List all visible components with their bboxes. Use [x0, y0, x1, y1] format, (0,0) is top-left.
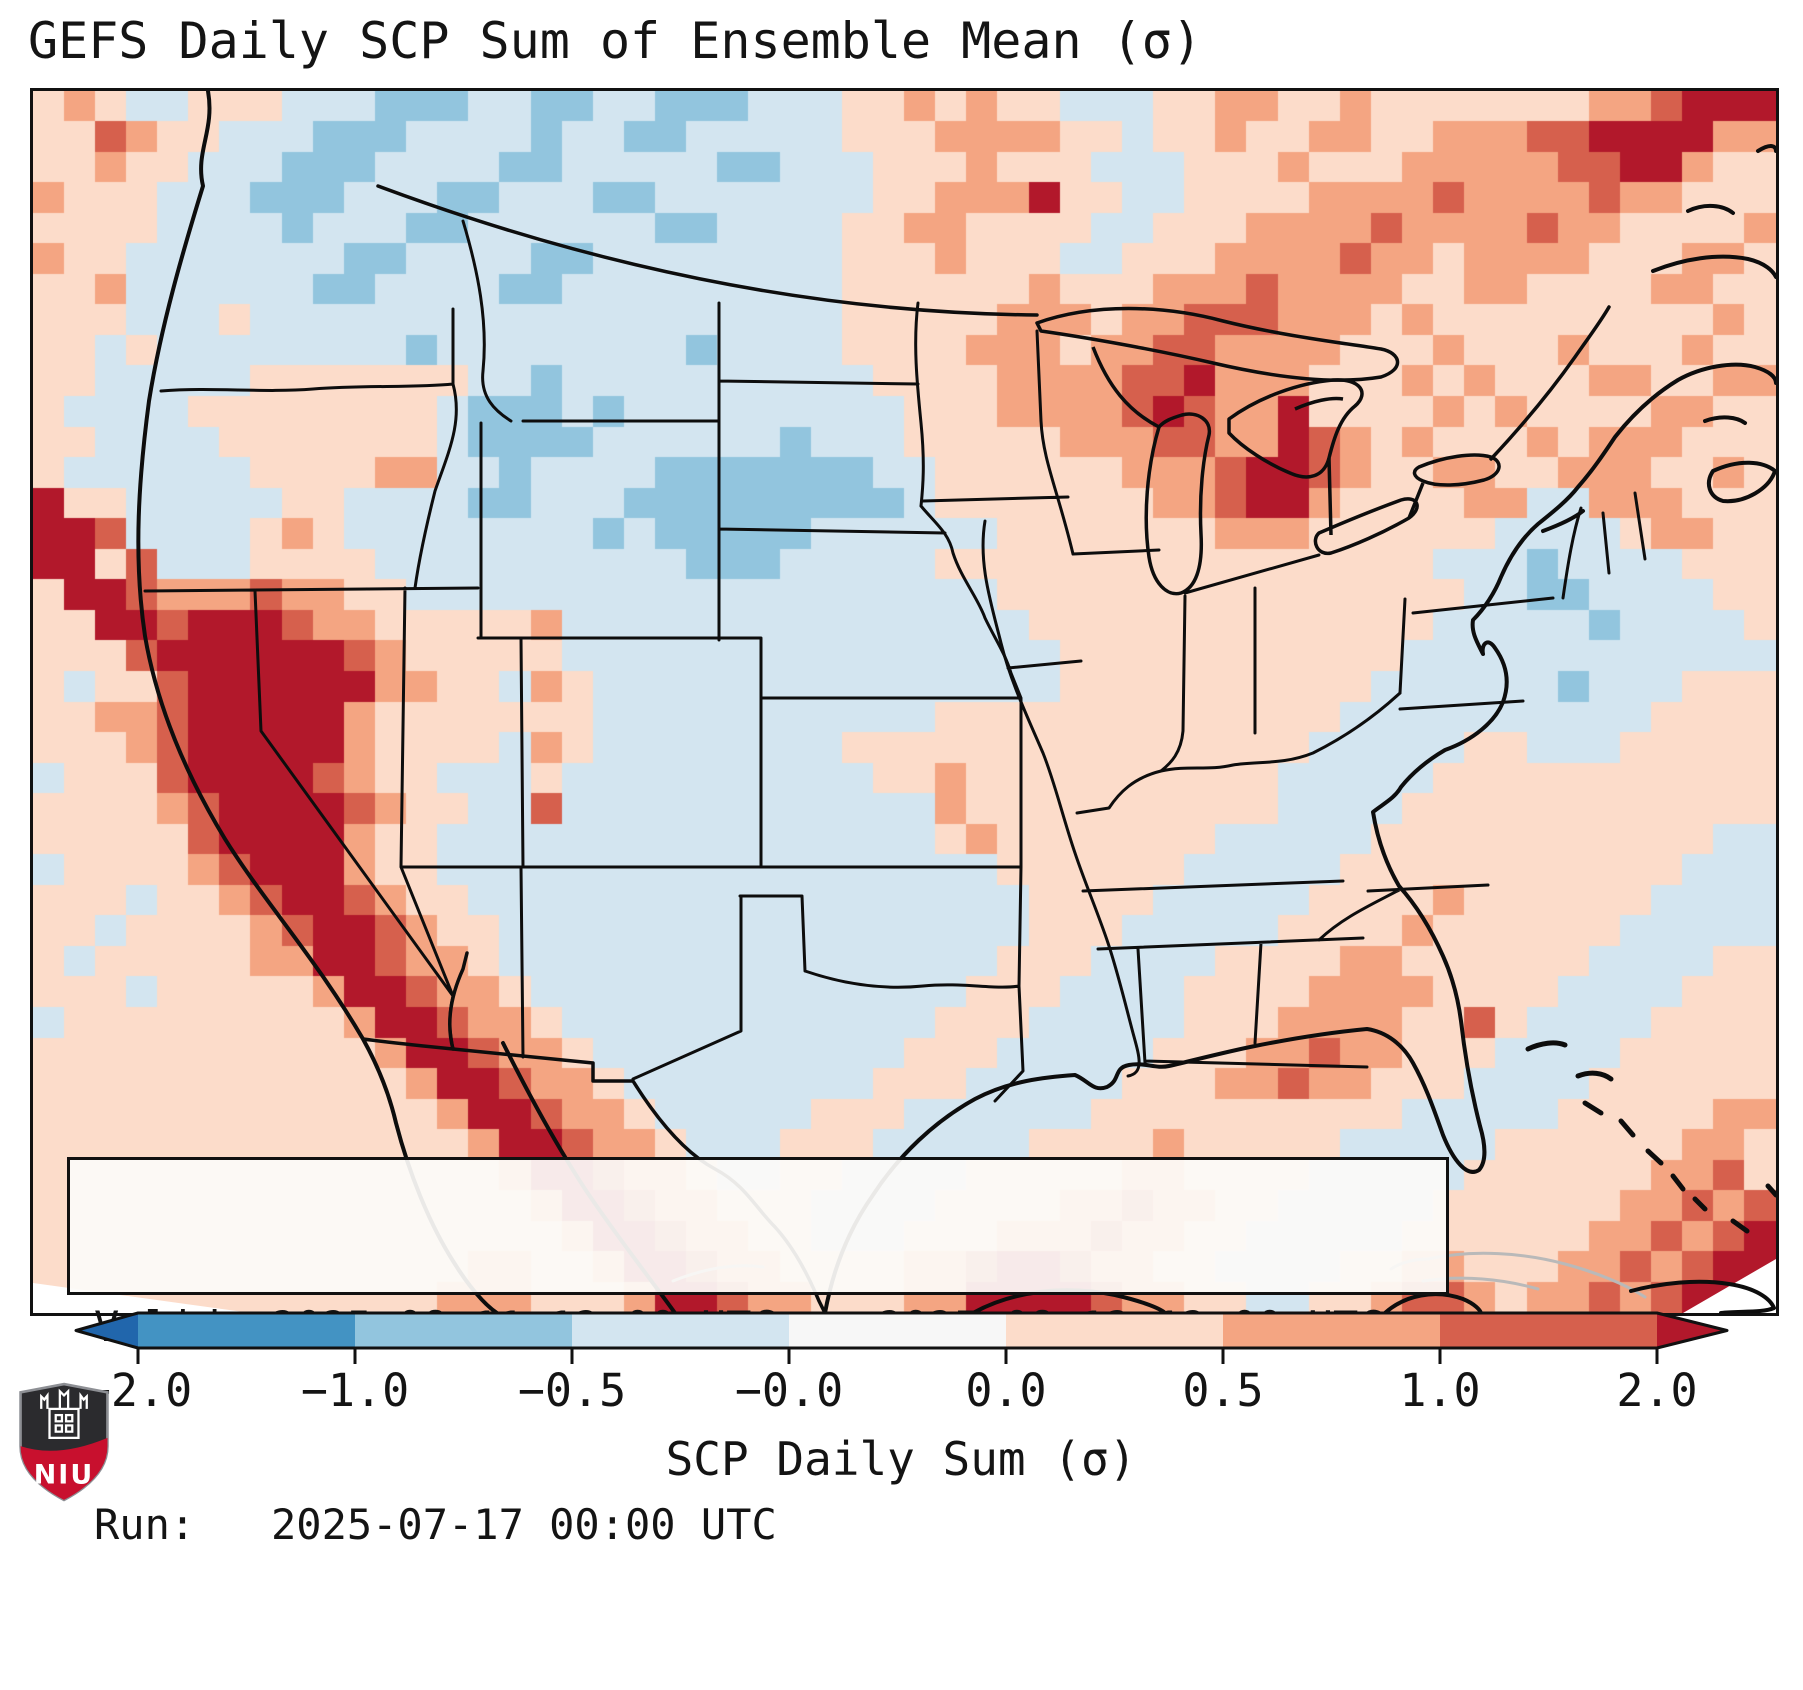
bahamas-islands	[1525, 1040, 1776, 1234]
cbar-tick-neg05: −0.5	[517, 1364, 627, 1417]
nova-scotia	[1706, 460, 1776, 504]
page-title: GEFS Daily SCP Sum of Ensemble Mean (σ)	[28, 12, 1202, 70]
newfoundland-corner	[1756, 144, 1776, 153]
prince-edward-island	[1703, 415, 1747, 425]
lake-huron	[1227, 378, 1364, 479]
cbar-tick-neg1: −1.0	[300, 1364, 410, 1417]
colorbar-ticks	[136, 1348, 1659, 1364]
gulf-st-lawrence-coast	[1651, 254, 1776, 279]
state-borders	[143, 219, 1647, 1103]
great-lakes	[1035, 306, 1501, 596]
colorbar-axis-label: SCP Daily Sum (σ)	[665, 1432, 1137, 1486]
cbar-tick-pos1: 1.0	[1399, 1364, 1481, 1417]
st-lawrence-river	[1489, 305, 1611, 461]
logo-text: NIU	[34, 1459, 95, 1490]
cbar-tick-pos2: 2.0	[1616, 1364, 1698, 1417]
logo-castle-icon	[40, 1388, 88, 1439]
logo-red-band	[20, 1437, 108, 1500]
lake-superior	[1035, 306, 1400, 382]
lake-connectors	[1091, 346, 1425, 536]
colorbar-segments	[76, 1313, 1727, 1348]
lake-michigan	[1144, 412, 1212, 596]
pacific-baja-coast	[136, 91, 499, 1313]
map-frame: Valid: 2025-08-11 12:00 UTC to 2025-08-1…	[30, 88, 1779, 1549]
mississippi-river	[981, 519, 1141, 1078]
info-box: Valid: 2025-08-11 12:00 UTC to 2025-08-1…	[67, 1157, 1449, 1549]
coastline	[136, 91, 1776, 1313]
cbar-tick-pos05: 0.5	[1182, 1364, 1264, 1417]
cbar-tick-neg0: −0.0	[734, 1364, 844, 1417]
map-borders	[33, 91, 1776, 1313]
cuba-east-coast	[1629, 1279, 1776, 1313]
ohio-river	[1075, 691, 1402, 815]
run-time-text: Run: 2025-07-17 00:00 UTC	[94, 1500, 777, 1549]
canada-border	[376, 184, 1611, 461]
niu-logo: NIU	[19, 1382, 109, 1502]
colorbar	[74, 1311, 1729, 1364]
cbar-tick-pos0: 0.0	[965, 1364, 1047, 1417]
anticosti-island	[1686, 204, 1735, 215]
gulf-atlantic-coast	[823, 362, 1776, 1313]
georgian-bay	[1294, 396, 1344, 411]
yucatan-coast	[1383, 1292, 1483, 1313]
lake-ontario	[1412, 453, 1501, 487]
